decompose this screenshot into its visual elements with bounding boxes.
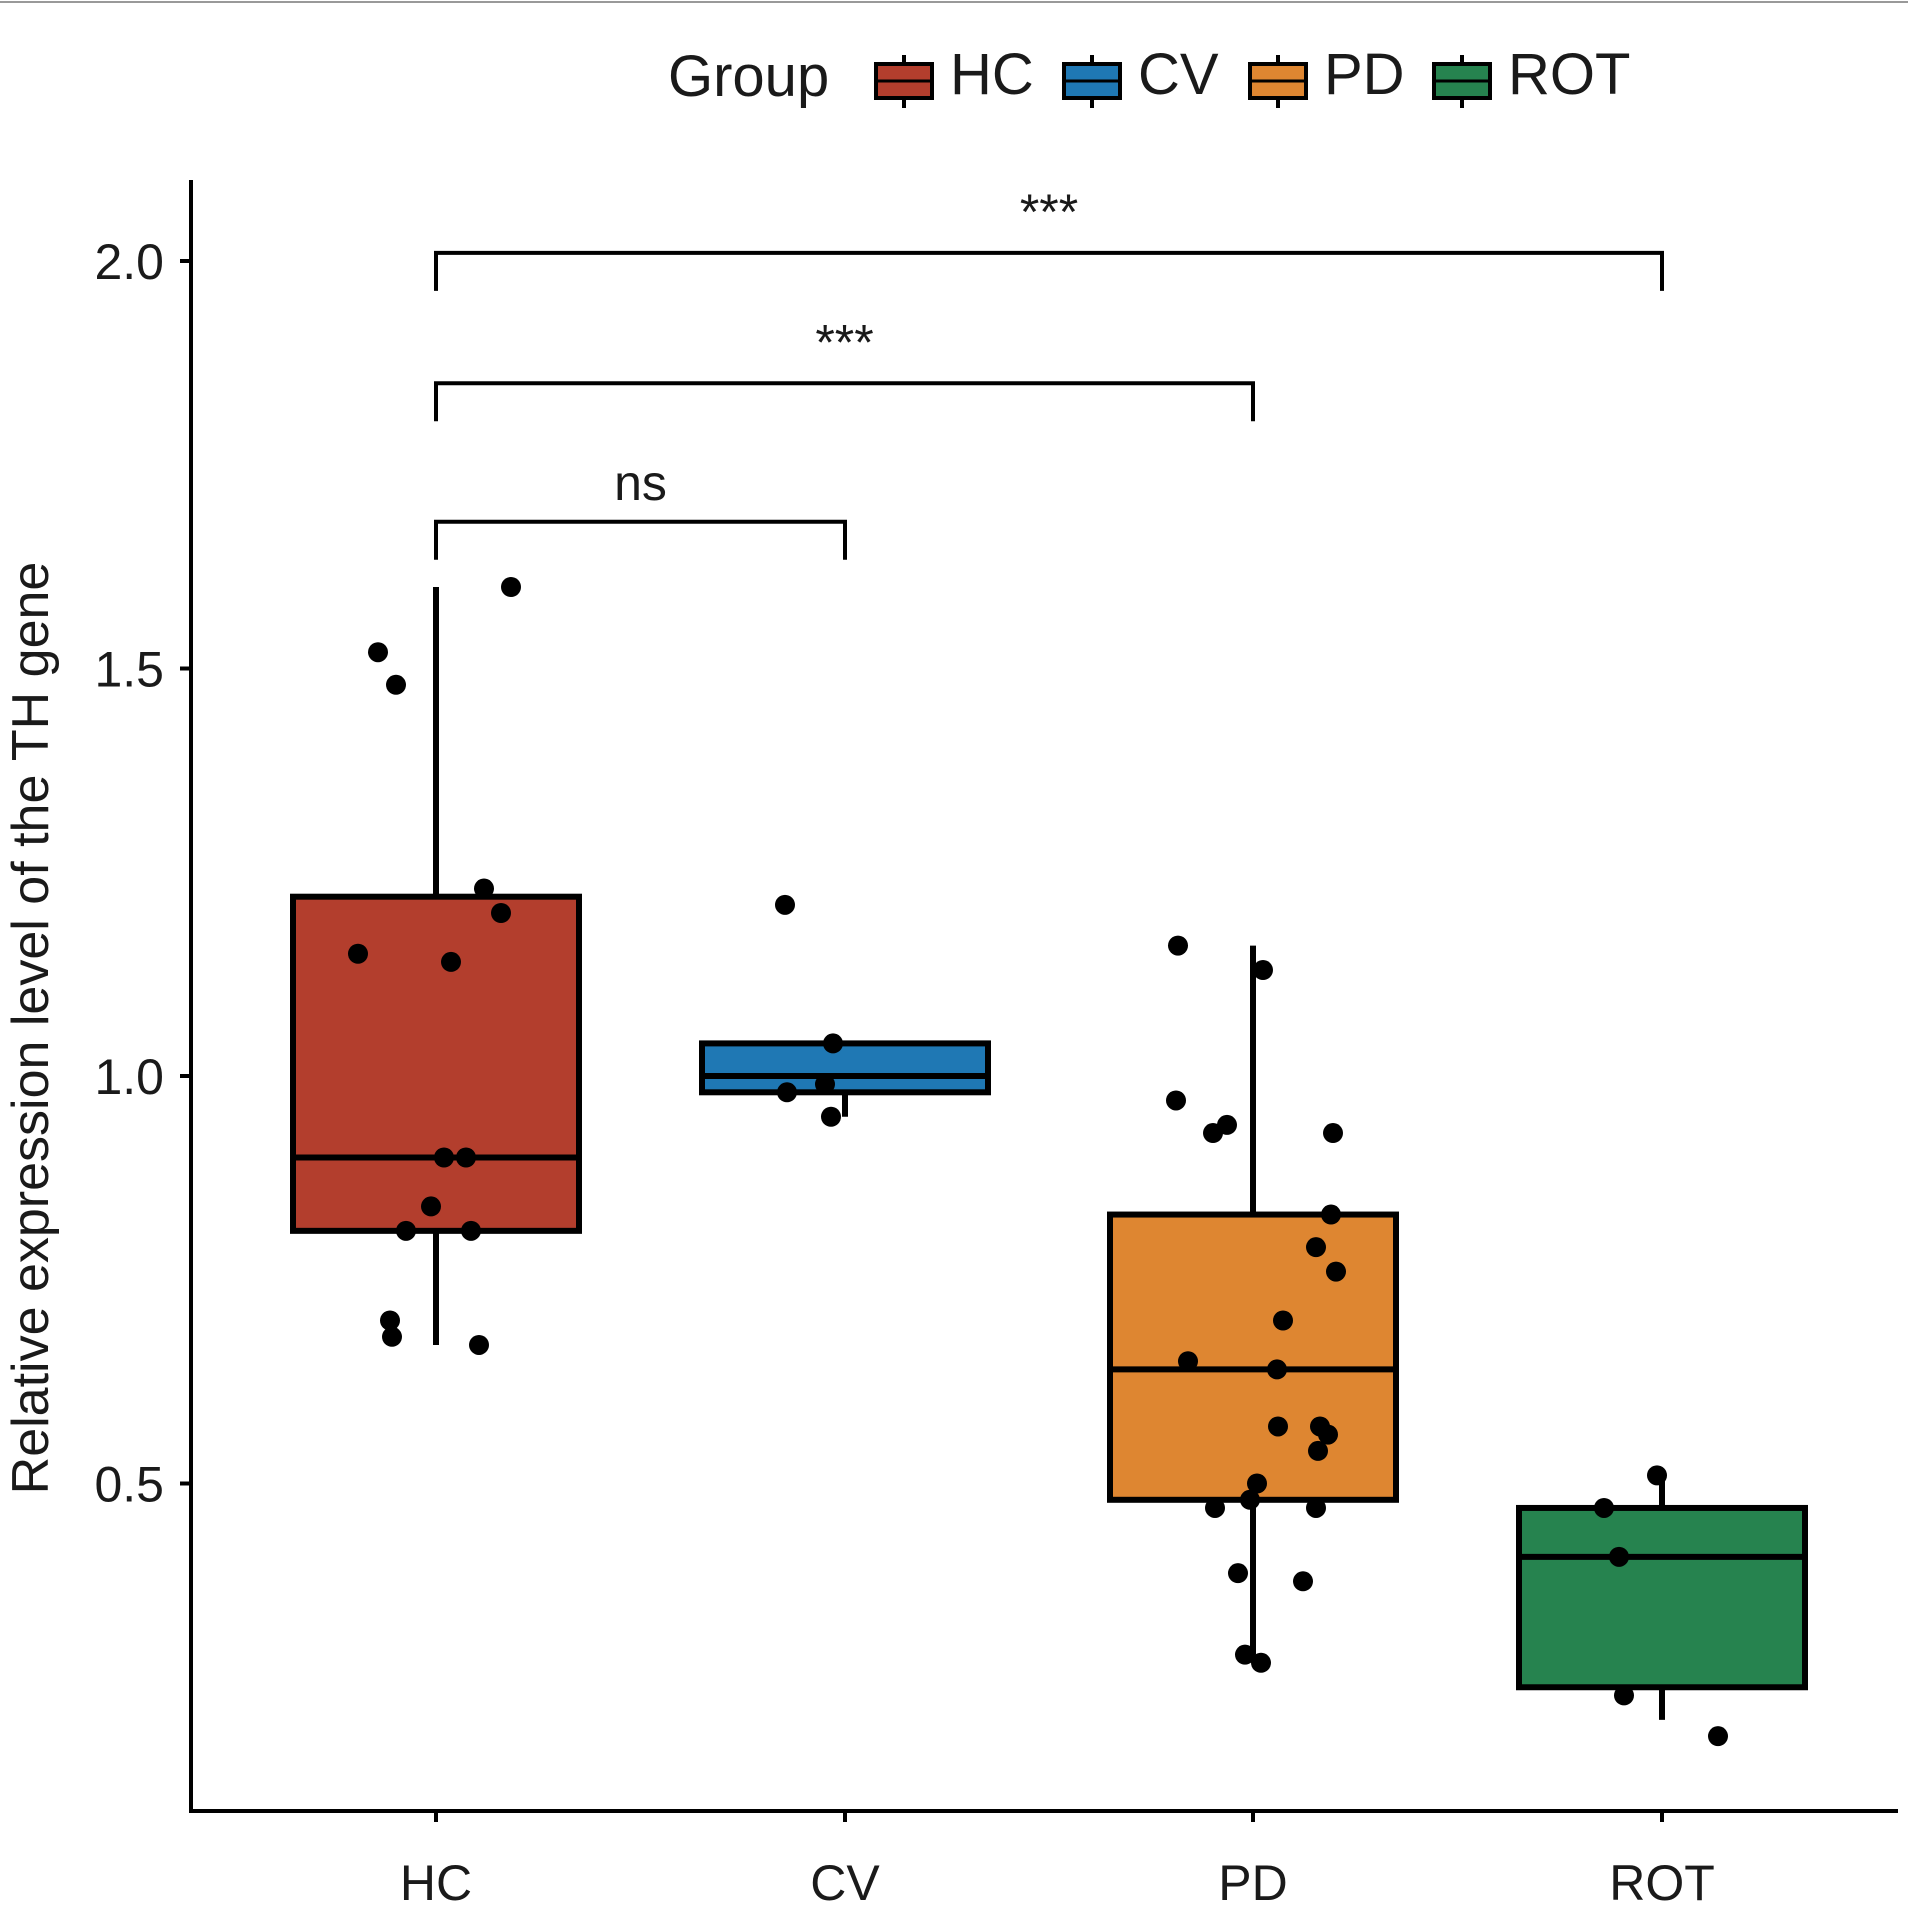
boxes: [290, 587, 1808, 1720]
data-point-pd: [1235, 1644, 1255, 1665]
significance-brackets: ns *** ***: [434, 184, 1664, 560]
significance-bracket: [434, 250, 1664, 291]
legend-item-cv: CV: [1062, 42, 1219, 108]
data-point-hc: [368, 642, 388, 663]
data-point-hc: [382, 1326, 402, 1347]
data-point-cv: [821, 1106, 841, 1127]
x-tick-label-rot: ROT: [1609, 1855, 1715, 1906]
data-point-pd: [1273, 1310, 1293, 1331]
x-axis-ticks: HC CV PD ROT: [400, 1811, 1715, 1911]
legend-label-pd: PD: [1324, 42, 1405, 107]
data-point-pd: [1326, 1261, 1346, 1282]
box-rot: [1516, 1475, 1808, 1720]
legend-items: HC CV PD ROT: [874, 42, 1630, 108]
data-point-rot: [1647, 1465, 1667, 1486]
data-point-pd: [1251, 1652, 1271, 1673]
data-point-hc: [469, 1334, 489, 1355]
data-point-pd: [1166, 1090, 1186, 1111]
legend-label-cv: CV: [1138, 42, 1219, 107]
significance-label: ***: [1020, 184, 1078, 240]
legend: Group HC CV PD ROT: [668, 42, 1630, 109]
data-point-rot: [1614, 1685, 1634, 1706]
box-iqr: [699, 1040, 991, 1096]
data-point-hc: [380, 1310, 400, 1331]
significance-label: ns: [614, 455, 667, 511]
y-tick-label: 1.0: [94, 1049, 164, 1105]
data-point-pd: [1268, 1416, 1288, 1437]
data-point-hc: [491, 903, 511, 923]
data-point-pd: [1293, 1571, 1313, 1592]
data-point-hc: [386, 674, 406, 695]
box-pd: [1107, 945, 1399, 1655]
data-point-rot: [1708, 1726, 1728, 1747]
box-cv: [699, 1040, 991, 1117]
box-iqr: [1516, 1504, 1808, 1691]
y-tick-label: 1.5: [94, 642, 164, 698]
data-point-hc: [396, 1220, 416, 1241]
data-point-pd: [1168, 935, 1188, 956]
box-iqr: [1107, 1211, 1399, 1503]
comparison-hc-rot: ***: [434, 184, 1664, 291]
data-point-pd: [1323, 1123, 1343, 1144]
data-point-pd: [1253, 960, 1273, 981]
data-point-hc: [474, 878, 494, 899]
data-point-hc: [348, 943, 368, 964]
y-tick-label: 2.0: [94, 234, 164, 290]
data-point-pd: [1205, 1497, 1225, 1518]
data-point-cv: [823, 1033, 843, 1054]
y-tick-label: 0.5: [94, 1457, 164, 1513]
data-point-hc: [434, 1147, 454, 1168]
box-iqr: [290, 893, 582, 1234]
data-point-pd: [1321, 1204, 1341, 1225]
significance-bracket: [434, 519, 847, 560]
data-point-pd: [1267, 1359, 1287, 1380]
y-axis-title: Relative expression level of the TH gene: [2, 562, 60, 1495]
data-point-rot: [1594, 1497, 1614, 1518]
data-point-hc: [421, 1196, 441, 1217]
data-point-hc: [501, 577, 521, 597]
x-tick-label-pd: PD: [1218, 1855, 1287, 1906]
data-point-pd: [1240, 1489, 1260, 1510]
legend-item-pd: PD: [1248, 42, 1405, 108]
legend-title: Group: [668, 44, 829, 109]
data-point-cv: [775, 894, 795, 915]
data-point-hc: [456, 1147, 476, 1168]
legend-item-hc: HC: [874, 42, 1034, 108]
legend-label-hc: HC: [950, 42, 1034, 107]
significance-label: ***: [815, 314, 873, 370]
data-point-hc: [461, 1220, 481, 1241]
data-point-pd: [1228, 1563, 1248, 1584]
data-point-pd: [1203, 1123, 1223, 1144]
significance-bracket: [434, 381, 1255, 422]
x-tick-label-cv: CV: [810, 1855, 880, 1906]
data-point-pd: [1318, 1424, 1338, 1445]
comparison-hc-cv: ns: [434, 455, 847, 560]
data-point-cv: [777, 1082, 797, 1103]
data-point-hc: [441, 951, 461, 972]
data-points: [348, 577, 1728, 1747]
data-point-pd: [1178, 1351, 1198, 1372]
data-point-pd: [1247, 1473, 1267, 1494]
data-point-pd: [1306, 1497, 1326, 1518]
data-point-rot: [1609, 1546, 1629, 1567]
box-hc: [290, 587, 582, 1345]
x-tick-label-hc: HC: [400, 1855, 472, 1906]
legend-item-rot: ROT: [1432, 42, 1630, 108]
data-point-pd: [1308, 1440, 1328, 1461]
data-point-cv: [815, 1074, 835, 1095]
legend-label-rot: ROT: [1508, 42, 1630, 107]
y-axis-ticks: 0.5 1.0 1.5 2.0: [94, 234, 191, 1513]
comparison-hc-pd: ***: [434, 314, 1255, 422]
data-point-pd: [1306, 1237, 1326, 1258]
